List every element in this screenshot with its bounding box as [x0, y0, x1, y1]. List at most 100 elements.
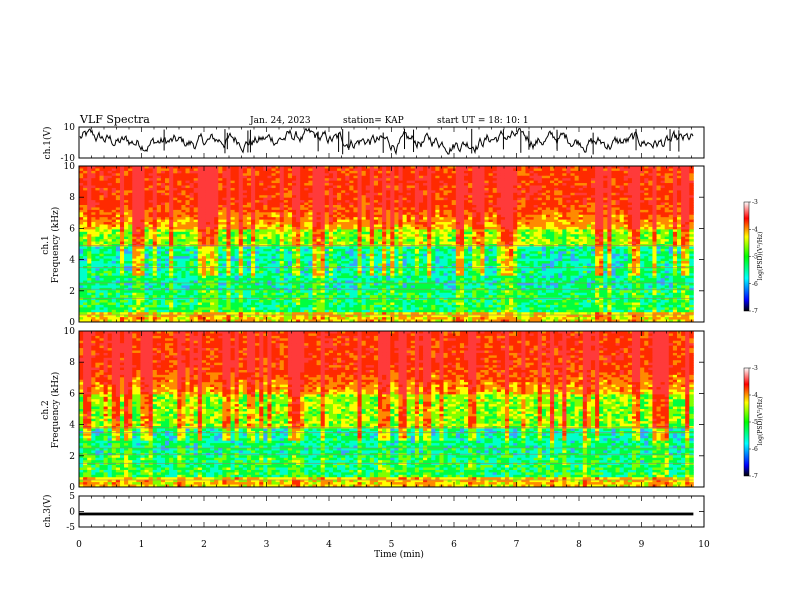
ch1-spectrogram-cell [599, 212, 604, 216]
ch1-spectrogram-cell [111, 187, 117, 191]
ch1-spectrogram-cell [169, 192, 174, 196]
ch1-spectrogram-cell [590, 195, 596, 199]
ch1-spectrogram-cell [537, 197, 543, 201]
ch1-spectrogram-cell [378, 192, 383, 196]
ch1-spectrogram-cell [644, 192, 649, 196]
ch1-spectrogram-cell [660, 209, 666, 213]
ch1-spectrogram-cell [205, 195, 211, 199]
ch1-spectrogram-cell [455, 180, 461, 184]
ch1-spectrogram-cell [550, 180, 555, 184]
ch1-spectrogram-cell [410, 226, 416, 230]
ch1-spectrogram-cell [332, 214, 338, 218]
ch1-spectrogram-cell [496, 226, 502, 230]
ch1-spectrogram-cell [414, 226, 420, 230]
ch1-spectrogram-cell [173, 239, 178, 242]
ch1-spectrogram-cell [234, 205, 240, 208]
ch1-spectrogram-cell [238, 209, 244, 213]
ch1-spectrogram-cell [177, 190, 182, 194]
ch1-spectrogram-cell [554, 214, 559, 218]
ch1-spectrogram-cell [619, 212, 625, 216]
ch1-spectrogram-cell [414, 187, 420, 191]
ch1-spectrogram-cell [279, 202, 285, 206]
ch1-spectrogram-cell [304, 222, 309, 225]
ch1-spectrogram-cell [545, 175, 551, 179]
ch1-spectrogram-cell [689, 202, 694, 206]
ch1-spectrogram-cell [312, 209, 317, 213]
ch1-spectrogram-cell [472, 212, 477, 216]
ch1-spectrogram-cell [296, 231, 301, 235]
ch1-spectrogram-cell [324, 166, 330, 169]
ch1-spectrogram-cell [603, 226, 608, 230]
ch1-spectrogram-cell [640, 178, 645, 182]
ch1-spectrogram-cell [627, 241, 633, 245]
ch1-spectrogram-cell [156, 166, 162, 169]
ch1-spectrogram-cell [124, 241, 129, 245]
ch1-spectrogram-cell [95, 185, 100, 189]
ch1-spectrogram-cell [521, 178, 526, 182]
ch1-spectrogram-cell [525, 166, 530, 169]
ch1-spectrogram-cell [582, 241, 588, 245]
ch1-spectrogram-cell [472, 224, 477, 228]
ch1-spectrogram-cell [607, 209, 612, 213]
ch1-spectrogram-cell [619, 170, 625, 174]
ch1-spectrogram-cell [496, 197, 502, 201]
ch1-spectrogram-cell [668, 195, 674, 199]
ch1-spectrogram-cell [660, 170, 666, 174]
ch1-spectrogram-cell [668, 224, 674, 228]
ch1-spectrogram-cell [332, 222, 338, 225]
ch1-spectrogram-cell [332, 170, 338, 174]
ch1-spectrogram-cell [382, 217, 387, 221]
ch1-spectrogram-cell [152, 229, 158, 233]
ch1-spectrogram-cell [169, 239, 174, 242]
ch1-spectrogram-cell [312, 200, 317, 203]
ch1-spectrogram-cell [517, 236, 522, 240]
ch1-spectrogram-cell [169, 214, 174, 218]
ch1-spectrogram-cell [205, 236, 211, 240]
ch1-spectrogram-cell [124, 202, 129, 206]
ch1-spectrogram-cell [509, 214, 514, 218]
ch1-spectrogram-cell [672, 226, 678, 230]
ch1-spectrogram-cell [541, 207, 547, 211]
ch1-spectrogram-cell [586, 222, 592, 225]
ch1-spectrogram-cell [427, 209, 432, 213]
ch1-spectrogram-cell [554, 231, 559, 235]
ch1-spectrogram-cell [406, 183, 412, 186]
ch1-spectrogram-cell [529, 214, 535, 218]
ch1-spectrogram-cell [160, 197, 166, 201]
ch1-spectrogram-cell [599, 190, 604, 194]
ch1-spectrogram-cell [222, 187, 227, 191]
ch1-spectrogram-cell [148, 183, 154, 186]
ch1-spectrogram-cell [210, 219, 215, 223]
ch1-spectrogram-cell [255, 229, 260, 233]
ch1-spectrogram-cell [406, 207, 412, 211]
ch1-spectrogram-cell [504, 222, 510, 225]
ch1-spectrogram-cell [468, 212, 473, 216]
ch1-spectrogram-cell [205, 222, 211, 225]
ch1-spectrogram-cell [140, 187, 145, 191]
ch1-spectrogram-cell [353, 239, 358, 242]
ch1-spectrogram-cell [402, 207, 408, 211]
ch1-spectrogram-cell [582, 173, 588, 177]
ch1-spectrogram-cell [259, 185, 264, 189]
ch1-spectrogram-cell [488, 222, 494, 225]
ch1-spectrogram-cell [365, 190, 371, 194]
ch1-spectrogram-cell [582, 222, 588, 225]
ch1-spectrogram-cell [255, 212, 260, 216]
ch1-spectrogram-cell [529, 168, 535, 172]
ch1-spectrogram-cell [255, 168, 260, 172]
ch1-spectrogram-cell [300, 207, 305, 211]
ch1-spectrogram-cell [636, 192, 641, 196]
ch1-spectrogram-cell [570, 175, 575, 179]
ch1-spectrogram-cell [107, 187, 113, 191]
ch1-spectrogram-cell [111, 207, 117, 211]
ch1-spectrogram-cell [132, 183, 137, 186]
ch1-spectrogram-cell [464, 217, 469, 221]
ch1-spectrogram-cell [177, 202, 182, 206]
ch1-spectrogram-cell [79, 166, 84, 169]
ch1-spectrogram-cell [529, 175, 535, 179]
ch1-spectrogram-cell [214, 207, 219, 211]
ch1-spectrogram-cell [382, 175, 387, 179]
ch1-spectrogram-cell [619, 236, 625, 240]
ch1-spectrogram-cell [615, 190, 621, 194]
